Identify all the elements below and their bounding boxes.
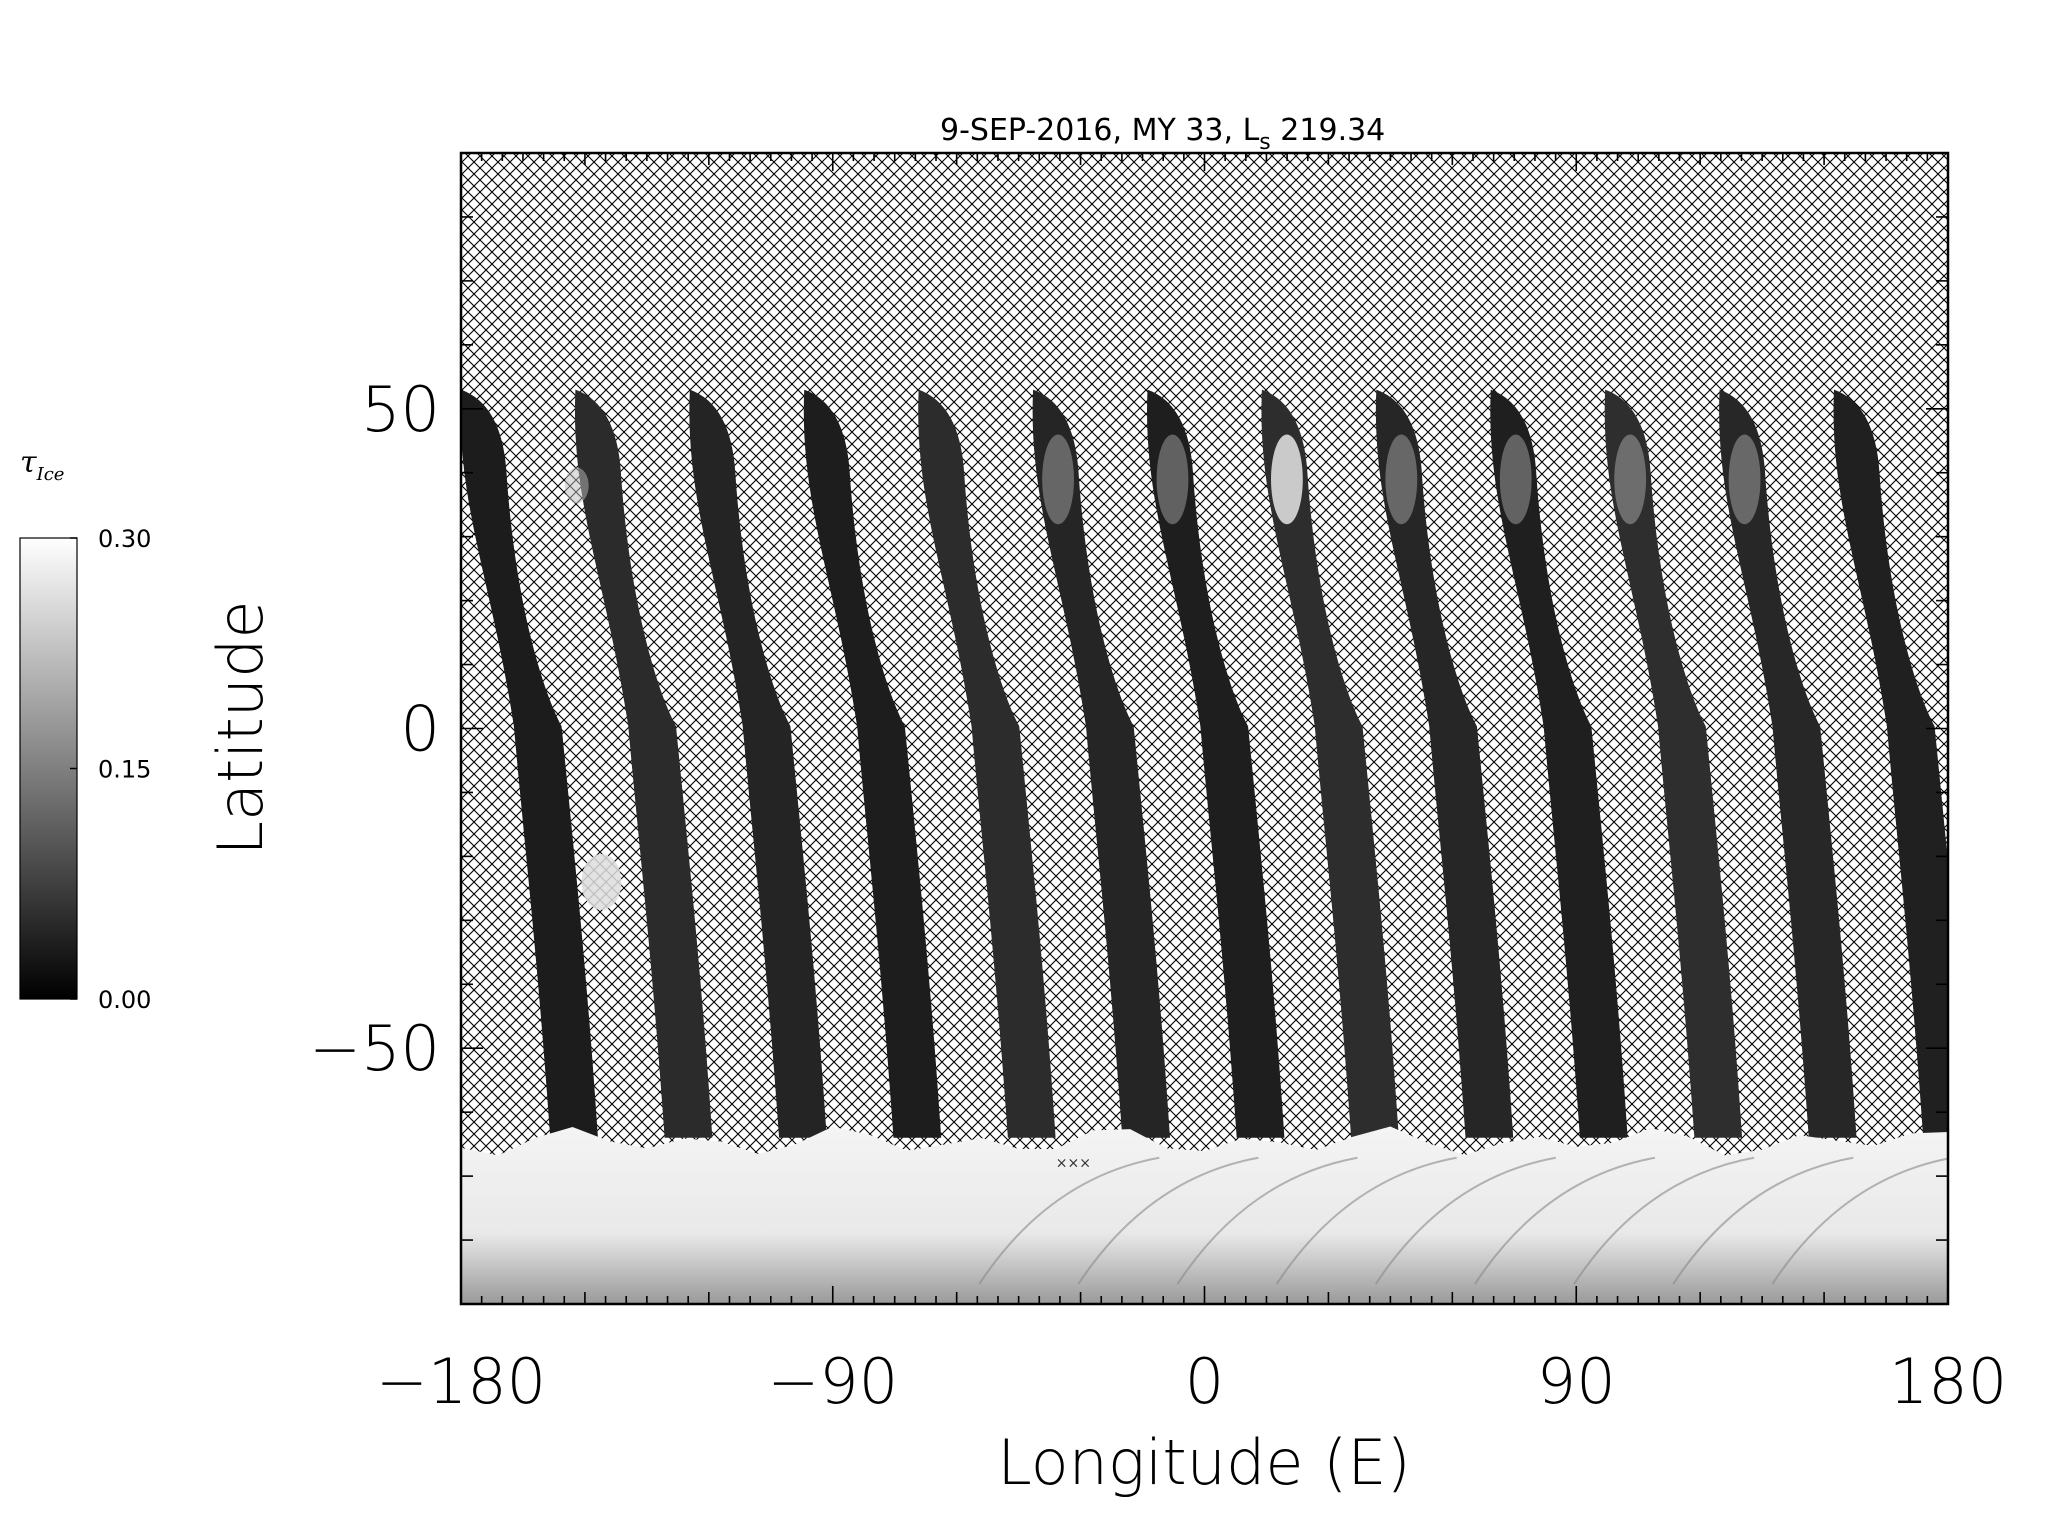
x-tick-label: −180 — [376, 1345, 546, 1418]
colorbar-gradient — [19, 537, 78, 1000]
y-tick-label: 50 — [361, 373, 440, 446]
colorbar-tick-label: 0.15 — [98, 756, 151, 784]
swath — [1833, 389, 1948, 1138]
y-tick-label: −50 — [309, 1012, 440, 1085]
cap-swath-edge — [1771, 1157, 1948, 1285]
x-tick-label: −90 — [767, 1345, 898, 1418]
ice-cloud — [1385, 434, 1418, 525]
swath — [918, 389, 1056, 1138]
colorbar-tick-label: 0.00 — [98, 986, 151, 1014]
colorbar: τIce 0.00 0.15 0.30 — [19, 445, 151, 1014]
x-tick-label: 180 — [1889, 1345, 2007, 1418]
ice-cloud — [1042, 434, 1074, 525]
swath — [1375, 389, 1514, 1138]
ice-cloud — [1728, 434, 1761, 525]
cap-swath-edge — [1672, 1156, 1854, 1285]
colorbar-label: τIce — [20, 445, 64, 485]
x-tick-labels: −180 −90 0 90 180 — [376, 1345, 2007, 1418]
y-tick-labels: 50 0 −50 — [309, 373, 440, 1085]
colorbar-ticks: 0.00 0.15 0.30 — [70, 525, 151, 1014]
ice-spot — [581, 853, 622, 910]
y-axis-label: Latitude — [204, 600, 277, 855]
ice-cloud — [1499, 434, 1532, 525]
swath — [689, 389, 827, 1138]
y-tick-label: 0 — [401, 693, 440, 766]
axis-ticks — [460, 152, 1949, 1305]
swath — [1604, 389, 1743, 1138]
swath — [1719, 389, 1857, 1138]
swaths-layer — [461, 389, 1948, 1138]
cap-swath-edge — [1275, 1156, 1457, 1285]
ice-cloud — [1156, 434, 1189, 525]
swath — [1032, 389, 1171, 1138]
swath — [574, 389, 713, 1138]
cap-swath-edge — [1176, 1156, 1358, 1285]
x-tick-label: 0 — [1185, 1345, 1224, 1418]
swath — [1261, 389, 1399, 1138]
cap-swath-edge — [1573, 1156, 1755, 1285]
cap-swath-edge — [978, 1156, 1160, 1285]
cap-swath-edge — [1374, 1156, 1556, 1285]
x-tick-label: 90 — [1537, 1345, 1616, 1418]
ice-spot — [564, 467, 589, 504]
swath — [1490, 389, 1628, 1138]
colorbar-tick-label: 0.30 — [98, 525, 151, 553]
cap-swath-edge — [1474, 1156, 1656, 1285]
ice-cloud — [1614, 434, 1647, 525]
polar-cap-area — [461, 1126, 1948, 1304]
south-polar-cap: ××× — [461, 1126, 1948, 1304]
swath — [803, 389, 942, 1138]
marker-text: ××× — [1056, 1156, 1091, 1172]
chart-title: 9-SEP-2016, MY 33, Ls 219.34 — [940, 113, 1385, 155]
x-axis-label: Longitude (E) — [997, 1426, 1410, 1499]
cap-swath-edge — [1077, 1156, 1259, 1285]
ice-cloud — [1271, 434, 1303, 525]
swath — [1147, 389, 1285, 1138]
swath — [461, 389, 598, 1138]
